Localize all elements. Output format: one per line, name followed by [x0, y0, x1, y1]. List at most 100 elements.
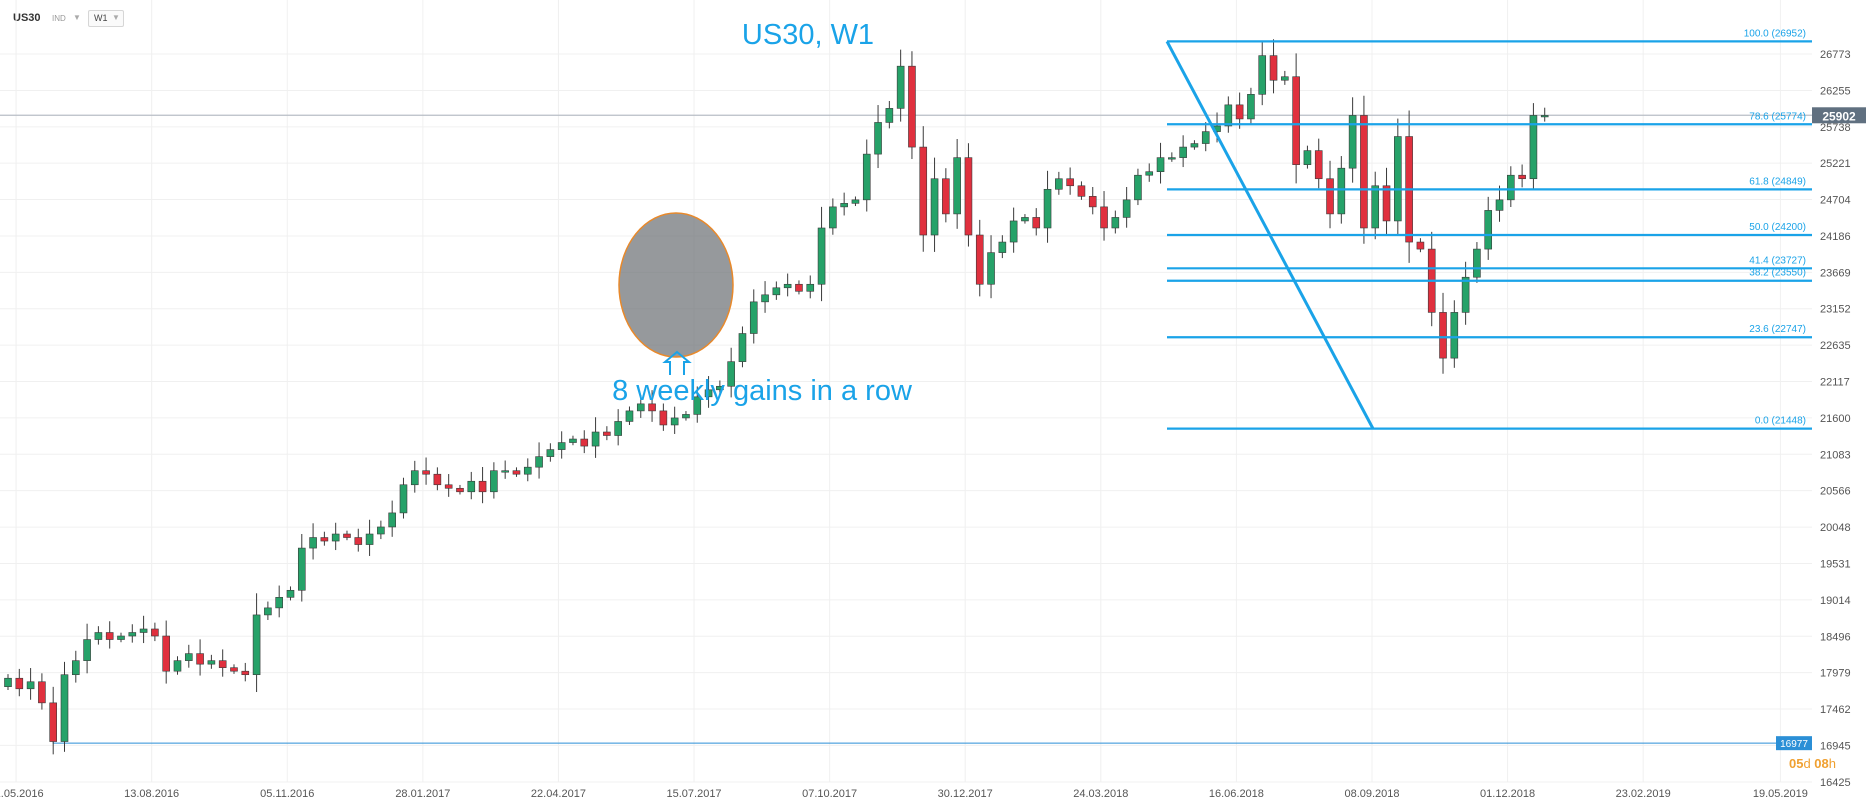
- candle-down: [1439, 312, 1447, 359]
- y-tick-label: 17979: [1820, 668, 1851, 680]
- candle-down: [15, 677, 24, 690]
- candle-up: [1055, 178, 1063, 190]
- last-price-label: 25902: [1822, 109, 1856, 123]
- y-tick-label: 21600: [1820, 413, 1851, 425]
- fib-level-label: 50.0 (24200): [1749, 222, 1806, 233]
- candle-up: [207, 660, 216, 665]
- candle-up: [26, 681, 35, 690]
- candle-up: [761, 294, 769, 303]
- candle-up: [128, 632, 137, 637]
- candle-down: [648, 403, 656, 412]
- candle-down: [478, 480, 487, 493]
- candle-up: [1507, 174, 1515, 201]
- candle-up: [953, 157, 961, 215]
- candle-down: [162, 635, 170, 672]
- y-tick-label: 24186: [1820, 231, 1851, 243]
- x-tick-label: 28.01.2017: [395, 788, 450, 800]
- timeframe-select[interactable]: W1 ▼: [88, 10, 124, 27]
- symbol-label[interactable]: US30: [13, 12, 41, 24]
- candle-down: [942, 178, 950, 215]
- chart-toolbar: US30 IND ▼ W1 ▼: [0, 0, 200, 36]
- bar-countdown-timer: 05d 08h: [1788, 756, 1836, 771]
- candle-down: [343, 533, 351, 538]
- candle-up: [1337, 167, 1346, 215]
- candle-up: [693, 396, 702, 415]
- candle-up: [1394, 136, 1402, 222]
- x-tick-label: 21.05.2016: [0, 788, 44, 800]
- candle-up: [410, 470, 419, 486]
- candle-up: [862, 153, 871, 201]
- candle-up: [377, 526, 385, 535]
- y-tick-label: 23669: [1820, 267, 1851, 279]
- fib-level-label: 38.2 (23550): [1749, 268, 1806, 279]
- candle-down: [1416, 241, 1425, 250]
- y-tick-label: 23152: [1820, 304, 1851, 316]
- candle-up: [297, 547, 306, 591]
- candle-up: [557, 442, 566, 450]
- candle-up: [523, 466, 532, 475]
- x-tick-label: 05.11.2016: [260, 788, 314, 800]
- streak-highlight-ellipse: [618, 212, 734, 358]
- fib-level-label: 100.0 (26952): [1744, 28, 1806, 39]
- candle-up: [365, 533, 374, 545]
- arrow-up-icon: [662, 350, 692, 375]
- candle-up: [117, 635, 125, 640]
- candle-up: [704, 389, 713, 398]
- x-tick-label: 16.06.2018: [1209, 788, 1264, 800]
- candle-up: [184, 653, 193, 661]
- candle-up: [614, 421, 622, 436]
- candle-up: [1540, 115, 1549, 118]
- candle-down: [908, 65, 916, 148]
- candle-down: [151, 628, 159, 637]
- candle-up: [1371, 185, 1380, 229]
- y-tick-label: 19014: [1820, 595, 1851, 607]
- candle-down: [1382, 185, 1391, 222]
- candle-down: [422, 470, 430, 475]
- y-tick-label: 19531: [1820, 558, 1851, 570]
- candle-up: [1201, 131, 1210, 144]
- candle-down: [218, 660, 227, 668]
- candle-down: [1269, 55, 1278, 81]
- fib-level-label: 0.0 (21448): [1755, 416, 1806, 427]
- candle-up: [829, 206, 837, 229]
- candle-up: [1473, 248, 1481, 278]
- candle-up: [1495, 199, 1504, 211]
- candle-up: [682, 414, 690, 419]
- candle-up: [1190, 143, 1199, 148]
- y-tick-label: 18496: [1820, 631, 1851, 643]
- candle-up: [1111, 217, 1120, 229]
- x-tick-label: 01.12.2018: [1480, 788, 1535, 800]
- candle-down: [320, 537, 329, 542]
- y-tick-label: 26255: [1820, 85, 1851, 97]
- chevron-down-icon[interactable]: ▼: [73, 13, 81, 22]
- candle-up: [1281, 76, 1289, 81]
- y-tick-label: 25738: [1820, 122, 1851, 134]
- candle-up: [546, 449, 555, 457]
- candle-up: [1303, 150, 1312, 165]
- candle-up: [772, 287, 781, 296]
- candle-up: [874, 122, 882, 155]
- candle-up: [94, 632, 103, 640]
- candle-up: [1145, 171, 1154, 176]
- candle-down: [196, 653, 204, 665]
- candle-up: [501, 470, 509, 473]
- fib-level-label: 78.6 (25774): [1749, 111, 1806, 122]
- candle-down: [105, 632, 114, 640]
- x-tick-label: 23.02.2019: [1616, 788, 1671, 800]
- candle-up: [1484, 210, 1493, 250]
- x-tick-label: 13.08.2016: [124, 788, 179, 800]
- candle-up: [331, 533, 340, 542]
- x-tick-label: 15.07.2017: [667, 788, 722, 800]
- candle-down: [1326, 178, 1334, 215]
- candle-down: [919, 146, 928, 236]
- y-tick-label: 20566: [1820, 486, 1851, 498]
- candle-up: [1247, 94, 1255, 120]
- support-level-label: 16977: [1780, 739, 1808, 750]
- candle-down: [659, 410, 668, 426]
- candle-down: [580, 438, 589, 447]
- candle-down: [1088, 196, 1097, 208]
- candle-up: [625, 410, 634, 422]
- candle-up: [670, 417, 679, 426]
- candle-down: [433, 473, 442, 486]
